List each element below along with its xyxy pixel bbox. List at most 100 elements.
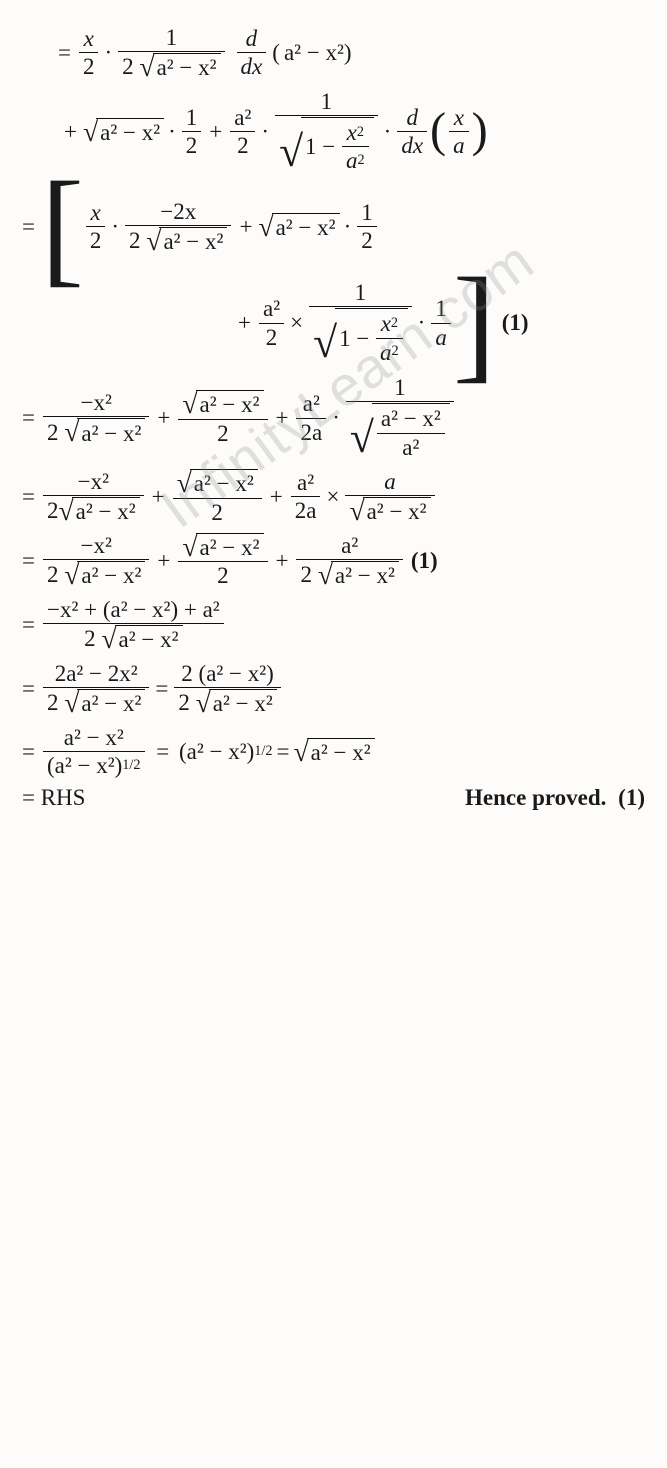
math-proof-page: InfinityLearn.com = x 2 · 1 2 √ a² − x² … <box>0 0 667 835</box>
a2s2: 2 <box>358 153 365 169</box>
cn8: −x² + (a² − x²) + a² <box>43 596 224 623</box>
r3b: a² − x² <box>276 215 336 240</box>
sq7b: √a² − x² <box>182 533 263 561</box>
r6c: a² − x² <box>367 499 427 524</box>
step-5: = −x² 2 √a² − x² + √a² − x² 2 + a² 2 √a²… <box>22 532 645 590</box>
var-x: x <box>84 26 94 51</box>
step-4: = −x² 2√a² − x² + √a² − x² 2 + a² 2a × a… <box>22 468 645 526</box>
step-2b: + a² 2 × 1 √ 1 − x2 a2 <box>22 278 645 368</box>
r9b: a² − x² <box>213 691 273 716</box>
step-7: = 2a² − 2x² 2 √a² − x² = 2 (a² − x²) 2 √… <box>22 660 645 718</box>
a4n: a² <box>259 295 284 322</box>
sq5c: √ a² − x² a² <box>350 403 450 461</box>
sq6b: √a² − x² <box>177 469 258 497</box>
nx5: −x² <box>76 389 115 416</box>
t7: 2 <box>213 562 233 589</box>
sq9: √a² − x² <box>64 689 145 717</box>
hence-proved: Hence proved. <box>465 785 606 810</box>
step-8: = a² − x² (a² − x²)1/2 = (a² − x²)1/2 = … <box>22 724 645 780</box>
bracket-open: [ <box>41 182 84 272</box>
r6b: a² − x² <box>194 471 254 496</box>
r9: a² − x² <box>81 691 141 716</box>
r6: a² − x² <box>76 499 136 524</box>
f5c: a² 2a <box>296 390 326 446</box>
sq5b: √a² − x² <box>182 390 263 418</box>
tr7: 2 <box>47 562 59 587</box>
a2n2: a <box>346 148 358 173</box>
sn9: 2a² − 2x² <box>51 660 142 687</box>
sq5: √a² − x² <box>64 418 145 446</box>
const-2b: 2 <box>122 54 134 79</box>
v3x: x <box>91 200 101 225</box>
f8: −x² + (a² − x²) + a² 2 √a² − x² <box>43 596 224 654</box>
sq4: √ 1 − x2 a2 <box>313 308 408 366</box>
t3: 2 <box>357 227 377 254</box>
f5b: √a² − x² 2 <box>178 389 267 447</box>
one-minus: 1 − <box>305 134 335 159</box>
f6c: a² 2a <box>291 469 321 525</box>
v3two: 2 <box>86 227 106 254</box>
frac-x2-a2: x2 a2 <box>342 119 369 175</box>
ddx-2: d dx <box>397 104 427 160</box>
r7: a² − x² <box>81 563 141 588</box>
o3: 1 <box>357 199 377 226</box>
he10b: 1/2 <box>254 744 272 760</box>
f4a: a² 2 <box>259 295 284 351</box>
f4b: 1 √ 1 − x2 a2 <box>309 279 412 367</box>
r5: a² − x² <box>81 421 141 446</box>
c1b: 1 <box>182 104 202 131</box>
r7b: a² − x² <box>200 535 260 560</box>
ddx-1: d dx <box>237 25 267 81</box>
c1c: 1 <box>317 88 337 115</box>
x2n: x <box>347 120 357 145</box>
neg2x: −2x <box>156 198 200 225</box>
t6: 2 <box>207 499 227 526</box>
tr9b: 2 <box>178 690 190 715</box>
f5a: −x² 2 √a² − x² <box>43 389 149 447</box>
f9b: 2 (a² − x²) 2 √a² − x² <box>174 660 280 718</box>
a6b: a <box>384 469 396 494</box>
o4b: 1 <box>431 295 451 322</box>
step-6: = −x² + (a² − x²) + a² 2 √a² − x² <box>22 596 645 654</box>
sq6c: √a² − x² <box>349 497 430 525</box>
r5c: a² − x² <box>377 405 445 432</box>
a7: a² <box>337 532 362 559</box>
x2s: 2 <box>357 125 364 141</box>
r3: a² − x² <box>163 229 223 254</box>
tr5: 2 <box>47 420 59 445</box>
sqrt-a2x2-2: √a² − x² <box>83 118 164 146</box>
sq3: √a² − x² <box>146 227 227 255</box>
tr9: 2 <box>47 690 59 715</box>
step-1b: + √a² − x² · 1 2 + a² 2 · 1 √ 1 − <box>22 88 645 176</box>
sq7: √a² − x² <box>64 561 145 589</box>
sqrt-nested-1: √ 1 − x2 a2 <box>279 117 374 175</box>
xan: x <box>454 105 464 130</box>
f5d: 1 √ a² − x² a² <box>346 374 454 462</box>
radicand-2: a² − x² <box>100 120 160 145</box>
mark-3: (1) <box>618 785 645 810</box>
a4: a <box>380 340 392 365</box>
mark-2: (1) <box>411 548 438 573</box>
cd8: 2 <box>84 626 96 651</box>
a4b: a <box>435 325 447 350</box>
sn9b: 2 (a² − x²) <box>177 660 278 687</box>
step-3: = −x² 2 √a² − x² + √a² − x² 2 + a² 2a · … <box>22 374 645 462</box>
const-2: 2 <box>79 53 99 80</box>
d-den: dx <box>241 54 263 79</box>
sq8: √a² − x² <box>101 625 182 653</box>
pd10: (a² − x²) <box>47 753 122 778</box>
eq-sign: = <box>58 40 71 65</box>
f6b: √a² − x² 2 <box>173 468 262 526</box>
ddx-arg-1: a² − x² <box>284 40 344 65</box>
f4d: 1 a <box>431 295 451 351</box>
o4: 1 <box>351 279 371 306</box>
r5b: a² − x² <box>200 392 260 417</box>
step-2a: = [ x 2 · −2x 2 √a² − x² + √a² − x² · 1 … <box>22 182 645 272</box>
f7c: a² 2 √a² − x² <box>296 532 402 590</box>
frac-x-2: x 2 <box>79 25 99 81</box>
sq3b: √a² − x² <box>258 213 339 241</box>
r8: a² − x² <box>119 627 179 652</box>
frac-1-2b: 1 2 <box>182 104 202 160</box>
a2n: a² <box>230 104 255 131</box>
x4: x <box>381 311 391 336</box>
